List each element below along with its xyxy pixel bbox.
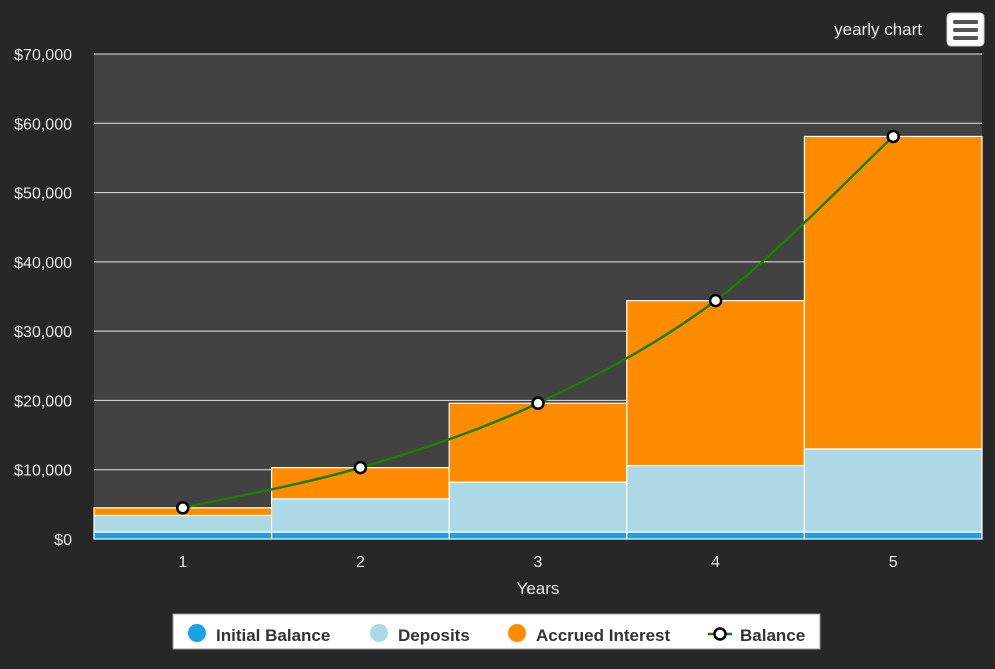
y-tick-label: $20,000 <box>14 393 72 410</box>
bar-initial-balance[interactable] <box>448 531 628 540</box>
chart-menu-button[interactable] <box>946 12 985 47</box>
legend-item-deposits[interactable]: Deposits <box>370 624 470 645</box>
y-tick-label: $0 <box>54 532 72 549</box>
bar-accrued-interest[interactable] <box>803 135 983 450</box>
balance-line <box>176 129 900 515</box>
legend-label-accrued-interest: Accrued Interest <box>536 626 670 645</box>
balance-point[interactable] <box>708 293 723 308</box>
legend-swatch-initial-balance <box>188 624 206 642</box>
x-tick-label: 3 <box>534 554 543 571</box>
x-tick-label: 5 <box>889 554 898 571</box>
bar-deposits[interactable] <box>448 481 628 533</box>
y-tick-label: $40,000 <box>14 255 72 272</box>
bar-deposits[interactable] <box>271 498 450 533</box>
x-tick-label: 4 <box>711 554 720 571</box>
bars <box>93 135 983 540</box>
y-tick-label: $30,000 <box>14 324 72 341</box>
balance-point[interactable] <box>531 396 545 410</box>
balance-point[interactable] <box>353 460 368 475</box>
legend-label-initial-balance: Initial Balance <box>216 626 330 645</box>
balance-point[interactable] <box>886 129 900 144</box>
hamburger-menu-icon <box>953 20 978 40</box>
y-tick-label: $60,000 <box>14 116 72 133</box>
bar-deposits[interactable] <box>93 514 273 533</box>
y-tick-label: $50,000 <box>14 186 72 203</box>
bar-deposits[interactable] <box>626 464 805 533</box>
x-tick-label: 2 <box>356 554 365 571</box>
legend-item-initial-balance[interactable]: Initial Balance <box>188 624 330 645</box>
legend-label-deposits: Deposits <box>398 626 470 645</box>
chart-menu-label: yearly chart <box>834 20 922 39</box>
bar-initial-balance[interactable] <box>803 531 983 540</box>
y-tick-label: $70,000 <box>14 47 72 64</box>
y-axis-ticks: $0 $10,000 $20,000 $30,000 $40,000 $50,000 $60… <box>14 47 72 549</box>
legend-swatch-accrued-interest <box>508 624 526 642</box>
bar-initial-balance[interactable] <box>271 531 450 540</box>
bar-accrued-interest[interactable] <box>626 300 805 467</box>
x-axis-title: Years <box>517 579 560 598</box>
legend-item-accrued-interest[interactable]: Accrued Interest <box>508 624 670 645</box>
bar-initial-balance[interactable] <box>93 531 273 540</box>
x-tick-label: 1 <box>178 554 187 571</box>
bar-accrued-interest[interactable] <box>448 402 628 483</box>
balance-point[interactable] <box>176 501 190 515</box>
legend-marker-balance <box>713 627 727 641</box>
legend-item-balance[interactable]: Balance <box>708 626 805 645</box>
x-axis-ticks: 1 2 3 4 5 <box>178 554 897 571</box>
bar-deposits[interactable] <box>803 448 983 533</box>
legend: Initial Balance Deposits Accrued Interes… <box>172 613 821 650</box>
y-tick-label: $10,000 <box>14 463 72 480</box>
legend-label-balance: Balance <box>740 626 805 645</box>
bar-initial-balance[interactable] <box>626 531 805 540</box>
legend-swatch-deposits <box>370 624 388 642</box>
